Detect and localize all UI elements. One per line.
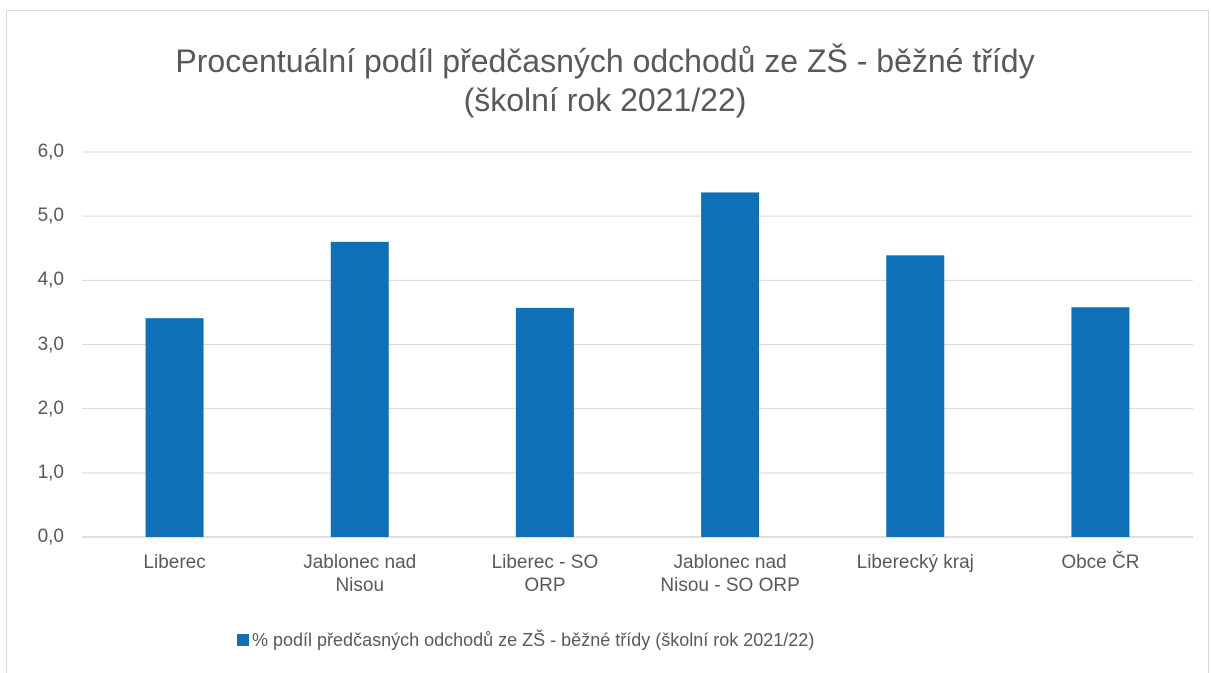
chart-title: Procentuální podíl předčasných odchodů z… xyxy=(175,43,1035,118)
bar xyxy=(701,192,760,538)
bar xyxy=(886,255,945,537)
y-tick-label: 6,0 xyxy=(37,141,64,162)
y-tick-label: 5,0 xyxy=(37,205,64,227)
chart-frame xyxy=(6,10,1209,673)
y-tick-label: 3,0 xyxy=(37,333,64,355)
y-tick-label: 1,0 xyxy=(37,461,64,483)
y-tick-label: 0,0 xyxy=(37,526,64,547)
bar xyxy=(330,241,389,538)
x-tick-label: Liberec xyxy=(143,552,206,573)
bar xyxy=(145,318,204,537)
x-tick-label: Jablonec nad Nisou - SO ORP xyxy=(660,552,800,596)
y-tick-label: 4,0 xyxy=(37,269,64,291)
x-tick-label: Jablonec nad Nisou xyxy=(303,552,417,596)
legend-label: % podíl předčasných odchodů ze ZŠ - běžn… xyxy=(252,630,815,650)
bar xyxy=(1071,307,1130,537)
x-tick-label: Liberecký kraj xyxy=(856,552,974,573)
x-tick-label: Obce ČR xyxy=(1061,552,1140,573)
legend-swatch xyxy=(237,634,249,646)
bar xyxy=(515,307,574,537)
y-tick-label: 2,0 xyxy=(37,397,64,419)
x-tick-label: Liberec - SO ORP xyxy=(491,552,599,596)
